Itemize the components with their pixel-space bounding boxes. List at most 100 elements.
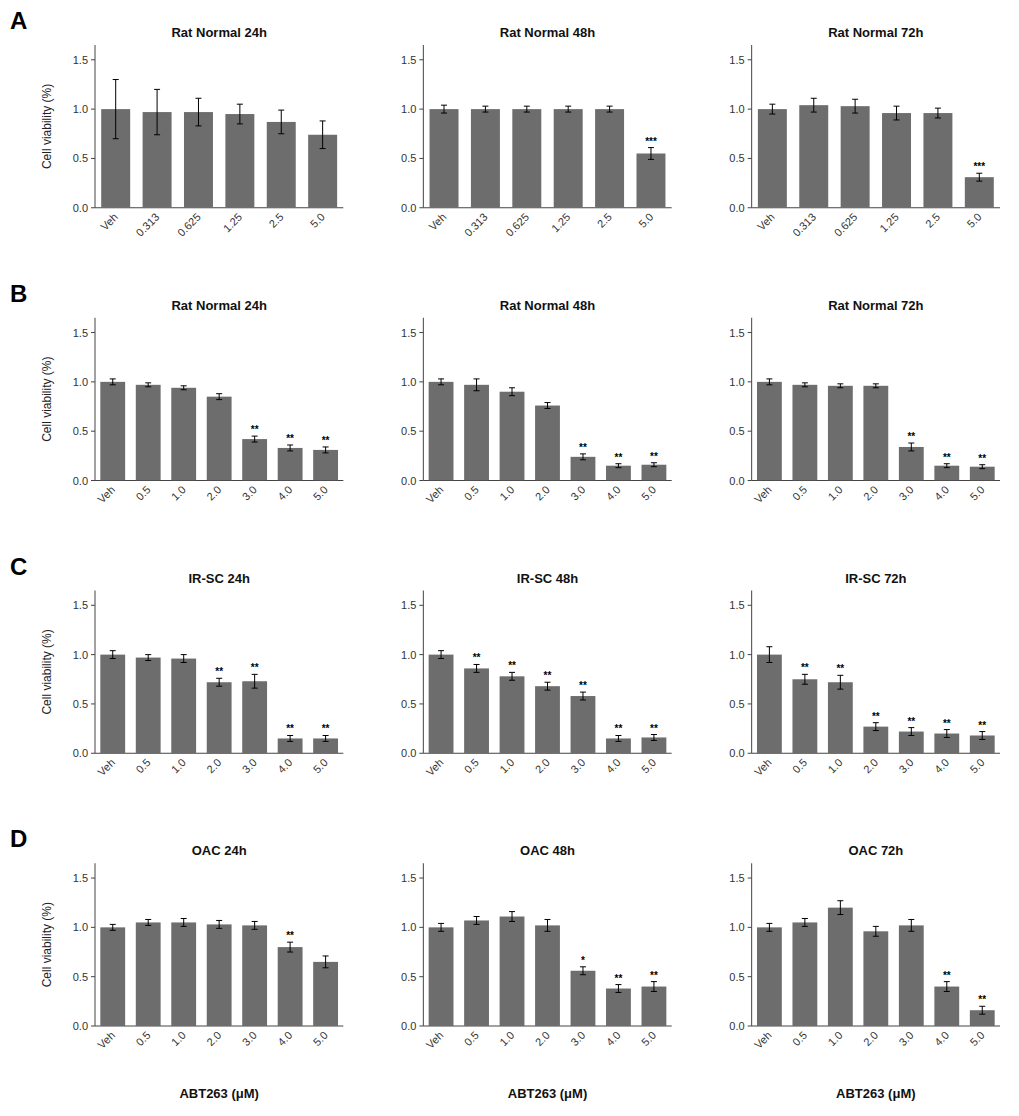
error-cap <box>509 921 515 922</box>
y-tick <box>748 332 752 333</box>
significance-label: ** <box>251 424 259 435</box>
y-tick <box>419 703 423 704</box>
error-cap <box>766 384 772 385</box>
y-axis-line <box>423 318 424 481</box>
y-tick-label: 0.0 <box>729 202 744 214</box>
error-cap <box>979 468 985 469</box>
error-cap <box>110 650 116 651</box>
error-line <box>512 672 513 680</box>
error-cap <box>438 923 444 924</box>
error-cap <box>509 387 515 388</box>
x-tick-label: 2.0 <box>204 1029 223 1048</box>
x-axis-label: ABT263 (μM) <box>836 1086 915 1101</box>
error-bar <box>438 651 444 659</box>
x-tick-label: 2.0 <box>861 1029 880 1048</box>
error-cap <box>287 444 293 445</box>
y-axis-line <box>95 591 96 754</box>
error-cap <box>802 382 808 383</box>
y-tick <box>748 753 752 754</box>
bar <box>606 466 631 481</box>
error-cap <box>580 699 586 700</box>
y-tick-label: 1.5 <box>73 599 88 611</box>
bar <box>171 922 196 1026</box>
significance-label: ** <box>907 716 915 727</box>
error-line <box>325 735 326 741</box>
bar <box>313 450 338 481</box>
bar <box>535 686 560 753</box>
y-tick-label: 1.5 <box>401 54 416 66</box>
y-tick <box>419 207 423 208</box>
error-bar <box>979 465 985 469</box>
y-axis-line <box>423 863 424 1026</box>
error-bar <box>287 445 293 451</box>
error-cap <box>154 89 160 90</box>
x-tick-label: 3.0 <box>568 483 587 502</box>
error-line <box>982 1006 983 1014</box>
error-cap <box>278 133 284 134</box>
error-cap <box>908 735 914 736</box>
chart-title: Rat Normal 72h <box>828 298 923 313</box>
x-tick-label: 4.0 <box>604 756 623 775</box>
error-line <box>290 445 291 451</box>
error-cap <box>979 464 985 465</box>
error-bar <box>894 106 900 120</box>
significance-label: ** <box>650 970 658 981</box>
plot-area <box>101 80 337 208</box>
error-cap <box>648 147 654 148</box>
error-line <box>609 106 610 112</box>
x-tick-label: 2.5 <box>923 211 942 230</box>
error-bar <box>837 675 843 689</box>
error-cap <box>811 112 817 113</box>
bar <box>757 382 782 481</box>
y-axis-line <box>95 45 96 208</box>
y-tick <box>91 59 95 60</box>
error-cap <box>852 99 858 100</box>
bar <box>267 122 296 208</box>
panel-label: D <box>10 825 27 852</box>
x-tick-label: 3.0 <box>896 1029 915 1048</box>
error-line <box>183 918 184 926</box>
y-tick <box>419 480 423 481</box>
y-axis-line <box>423 45 424 208</box>
error-cap <box>145 919 151 920</box>
x-tick-label: 5.0 <box>639 756 658 775</box>
error-cap <box>580 453 586 454</box>
error-line <box>582 692 583 700</box>
error-bar <box>474 379 480 391</box>
y-tick <box>91 753 95 754</box>
error-cap <box>607 112 613 113</box>
error-cap <box>873 936 879 937</box>
y-tick-label: 0.0 <box>401 475 416 487</box>
plot-area <box>100 379 338 481</box>
error-line <box>322 121 323 149</box>
error-bar <box>769 104 775 114</box>
error-line <box>840 384 841 388</box>
y-tick <box>91 381 95 382</box>
error-cap <box>524 106 530 107</box>
error-cap <box>252 674 258 675</box>
error-cap <box>216 686 222 687</box>
x-axis-line <box>95 207 343 208</box>
x-tick-label: 3.0 <box>240 1029 259 1048</box>
error-bar <box>873 723 879 731</box>
y-tick <box>748 381 752 382</box>
x-tick-label: 3.0 <box>896 483 915 502</box>
plot-area <box>757 379 995 481</box>
x-tick-label: 1.0 <box>825 1029 844 1048</box>
x-tick-label: 0.5 <box>133 483 152 502</box>
y-tick <box>748 703 752 704</box>
error-line <box>653 982 654 992</box>
error-bar <box>509 912 515 922</box>
bar <box>429 655 454 754</box>
error-bar <box>216 920 222 928</box>
error-bar <box>852 99 858 113</box>
y-tick-label: 1.5 <box>729 54 744 66</box>
error-cap <box>908 931 914 932</box>
error-line <box>982 732 983 740</box>
bar <box>278 947 303 1026</box>
y-tick-label: 0.0 <box>729 1020 744 1032</box>
error-cap <box>509 680 515 681</box>
significance-label: ** <box>322 723 330 734</box>
error-cap <box>438 650 444 651</box>
error-line <box>650 148 651 160</box>
